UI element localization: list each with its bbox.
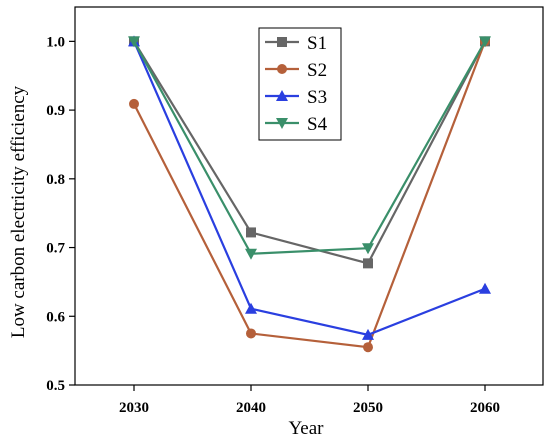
- data-point-s3: [362, 328, 374, 340]
- legend-label-s3: S3: [307, 87, 327, 108]
- legend-label-s4: S4: [307, 114, 328, 135]
- data-point-s3: [245, 302, 257, 314]
- data-point-s2: [246, 328, 256, 339]
- data-point-s1: [246, 227, 256, 238]
- legend-label-s1: S1: [307, 33, 327, 54]
- series-line-s4: [133, 40, 486, 255]
- y-tick-label: 1.0: [46, 34, 65, 50]
- series-line-s1: [133, 40, 486, 265]
- legend-marker-s4: [276, 118, 288, 129]
- y-tick-label: 0.7: [46, 241, 65, 257]
- data-point-s4: [479, 36, 491, 48]
- plot-frame: [74, 6, 544, 386]
- x-tick-label: 2030: [119, 400, 149, 416]
- series-line-s3: [132, 40, 486, 336]
- y-tick-label: 0.5: [46, 378, 65, 394]
- x-tick-label: 2060: [470, 400, 500, 416]
- data-point-s3: [479, 282, 491, 294]
- y-axis-title: Low carbon electricity efficiency: [8, 85, 29, 338]
- x-tick-label: 2040: [236, 400, 266, 416]
- x-tick-label: 2050: [353, 400, 383, 416]
- series-line-s2: [133, 40, 487, 349]
- data-point-s4: [362, 243, 374, 255]
- legend-label-s2: S2: [307, 60, 327, 81]
- data-point-s4: [245, 248, 257, 260]
- data-point-s1: [363, 258, 373, 269]
- legend-marker-s1: [277, 37, 287, 47]
- data-point-s4: [128, 36, 140, 48]
- legend-marker-s3: [276, 90, 288, 101]
- y-tick-label: 0.6: [46, 309, 65, 325]
- data-point-s2: [129, 98, 139, 109]
- legend-box: [258, 27, 342, 141]
- legend-marker-s2: [277, 64, 287, 74]
- y-tick-label: 0.9: [46, 103, 65, 119]
- data-point-s2: [363, 342, 373, 353]
- x-axis-title: Year: [288, 418, 324, 439]
- y-tick-label: 0.8: [46, 172, 65, 188]
